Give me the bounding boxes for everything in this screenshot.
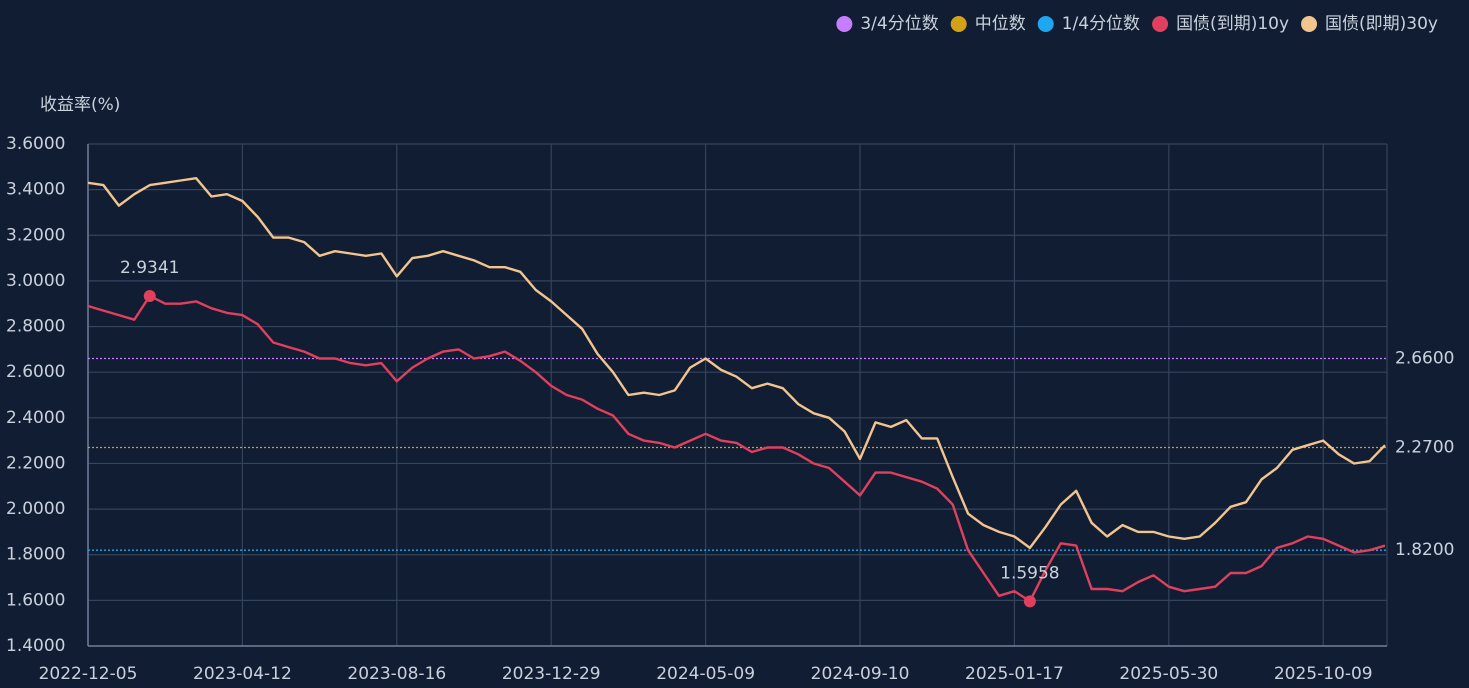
reference-label: 2.6600 <box>1395 348 1454 368</box>
y-tick-label: 3.2000 <box>6 225 65 245</box>
legend-label: 国债(到期)10y <box>1176 14 1289 34</box>
legend-marker <box>1301 16 1318 32</box>
y-tick-label: 1.4000 <box>6 636 65 656</box>
y-tick-label: 2.6000 <box>6 362 65 382</box>
legend-label: 1/4分位数 <box>1062 14 1140 34</box>
x-tick-label: 2023-04-12 <box>193 664 292 684</box>
y-tick-label: 1.8000 <box>6 545 65 565</box>
legend-marker <box>1152 16 1169 32</box>
highlight-point <box>1023 595 1036 608</box>
x-tick-label: 2024-09-10 <box>811 664 910 684</box>
legend-label: 国债(即期)30y <box>1325 14 1438 34</box>
y-tick-label: 3.0000 <box>6 271 65 291</box>
y-tick-label: 1.6000 <box>6 590 65 610</box>
x-tick-label: 2023-12-29 <box>502 664 601 684</box>
y-axis-title: 收益率(%) <box>40 95 120 115</box>
y-tick-label: 2.8000 <box>6 317 65 337</box>
data-label: 1.5958 <box>1000 563 1059 583</box>
legend-marker <box>1037 16 1054 32</box>
y-tick-label: 2.2000 <box>6 453 65 473</box>
x-tick-label: 2025-05-30 <box>1119 664 1218 684</box>
reference-label: 1.8200 <box>1395 540 1454 560</box>
y-tick-label: 2.4000 <box>6 408 65 428</box>
series-line <box>87 177 1386 550</box>
y-tick-label: 2.0000 <box>6 499 65 519</box>
x-tick-label: 2022-12-05 <box>39 664 138 684</box>
highlight-point <box>143 289 156 302</box>
x-tick-label: 2025-10-09 <box>1274 664 1373 684</box>
x-tick-label: 2023-08-16 <box>347 664 446 684</box>
x-tick-label: 2024-05-09 <box>656 664 755 684</box>
legend-marker <box>950 16 967 32</box>
data-label: 2.9341 <box>120 258 179 278</box>
reference-label: 2.2700 <box>1395 437 1454 457</box>
x-tick-label: 2025-01-17 <box>965 664 1064 684</box>
series-line <box>87 294 1386 603</box>
legend: 3/4分位数 中位数 1/4分位数 国债(到期)10y 国债(即期)30y <box>836 14 1438 34</box>
legend-label: 中位数 <box>975 14 1026 34</box>
y-tick-label: 3.6000 <box>6 134 65 154</box>
y-tick-label: 3.4000 <box>6 180 65 200</box>
legend-marker <box>836 16 853 32</box>
legend-label: 3/4分位数 <box>860 14 938 34</box>
